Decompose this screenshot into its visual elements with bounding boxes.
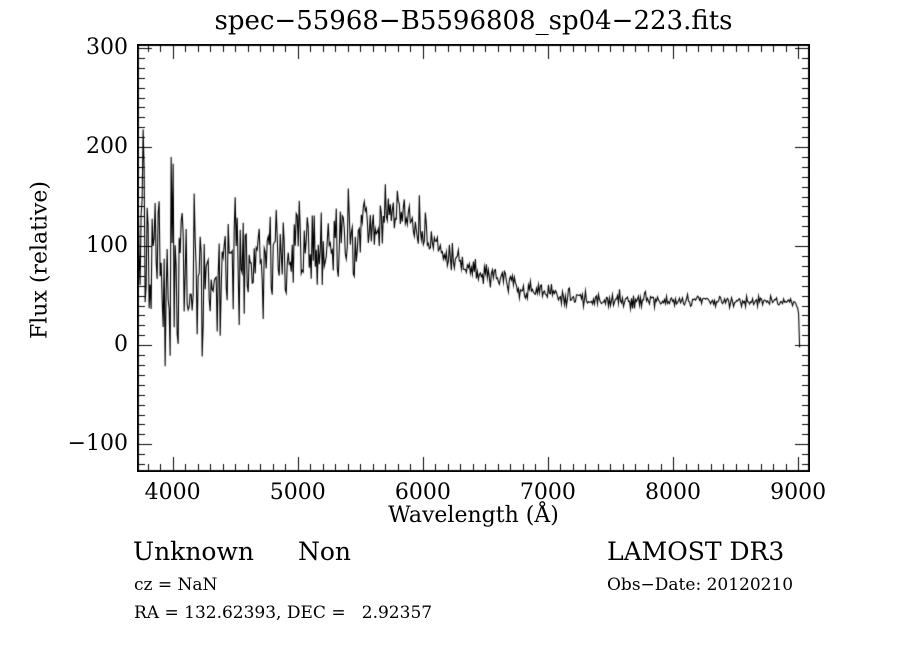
x-axis-title: Wavelength (Å) <box>388 503 559 528</box>
y-tick-label--100: −100 <box>67 431 128 457</box>
spectrum-plot-canvas <box>137 44 810 472</box>
y-tick-label-200: 200 <box>86 134 128 160</box>
x-tick-label-4000: 4000 <box>144 480 201 505</box>
cz-value: cz = NaN <box>134 575 218 595</box>
survey-label: LAMOST DR3 <box>607 537 785 566</box>
class-label: Unknown <box>133 537 254 566</box>
y-tick-label-0: 0 <box>114 332 128 358</box>
subclass-label: Non <box>297 537 352 566</box>
y-tick-label-300: 300 <box>86 34 128 60</box>
x-tick-label-9000: 9000 <box>770 480 827 505</box>
plot-area <box>137 44 810 472</box>
y-axis-title: Flux (relative) <box>27 180 53 340</box>
y-tick-label-100: 100 <box>86 233 128 259</box>
ra-dec-value: RA = 132.62393, DEC = 2.92357 <box>134 603 433 623</box>
page-title: spec−55968−B5596808_sp04−223.fits <box>214 6 733 36</box>
x-tick-label-6000: 6000 <box>394 480 451 505</box>
x-tick-label-5000: 5000 <box>269 480 326 505</box>
classification-line: Unknown Non <box>133 537 351 566</box>
obs-date-label: Obs−Date: 20120210 <box>607 575 794 595</box>
x-tick-label-8000: 8000 <box>645 480 702 505</box>
x-tick-label-7000: 7000 <box>519 480 576 505</box>
